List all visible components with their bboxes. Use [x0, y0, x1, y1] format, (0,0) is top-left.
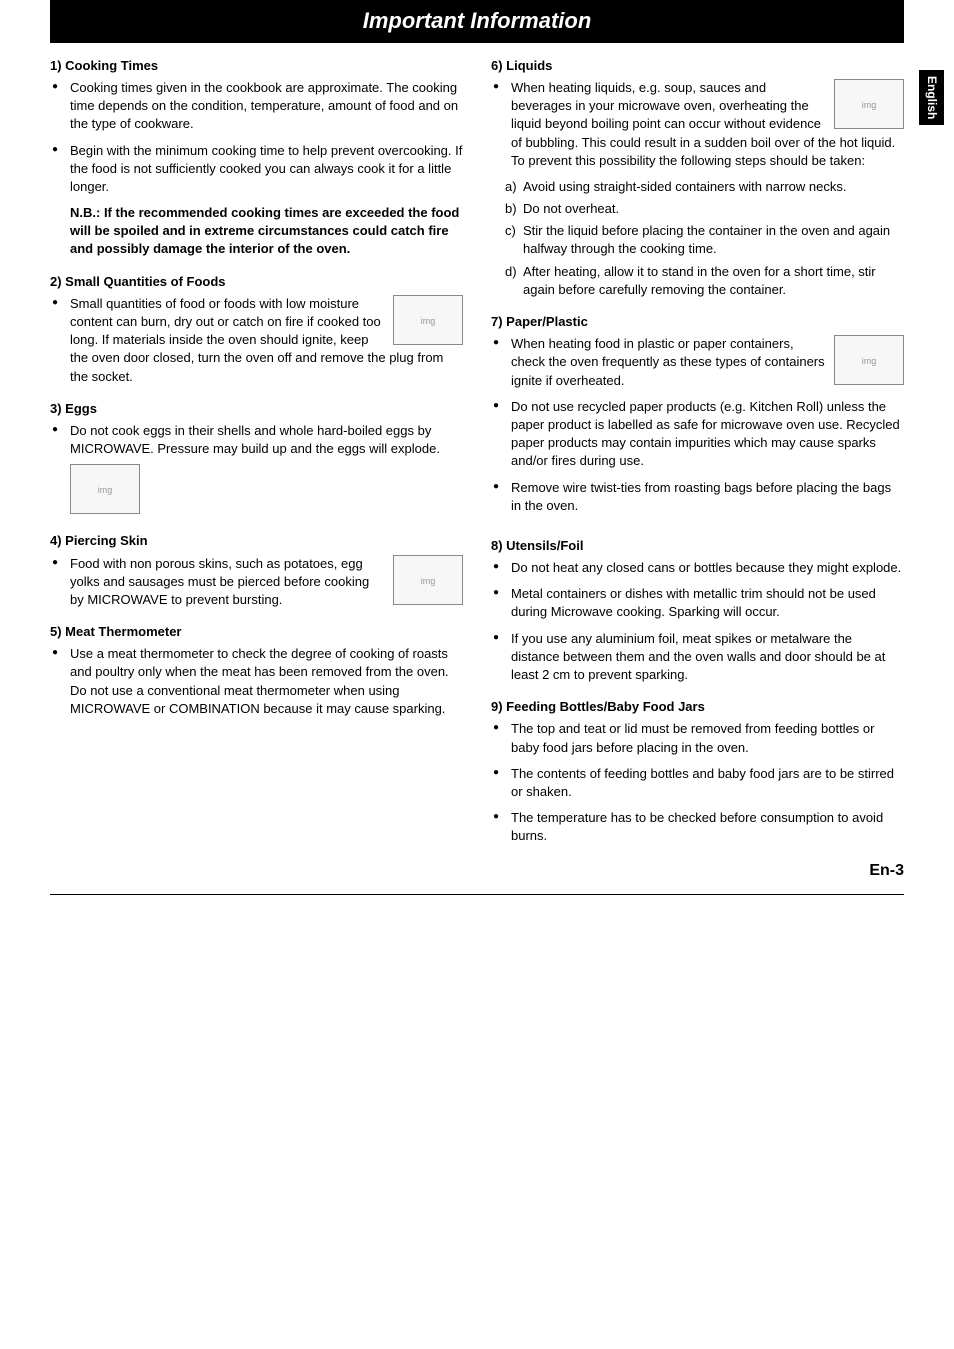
section-small-quantities: 2) Small Quantities of Foods img Small q… — [50, 273, 463, 386]
section-eggs: 3) Eggs Do not cook eggs in their shells… — [50, 400, 463, 519]
section-heading: 4) Piercing Skin — [50, 532, 463, 550]
section-heading: 2) Small Quantities of Foods — [50, 273, 463, 291]
body-text: Remove wire twist-ties from roasting bag… — [505, 479, 904, 515]
section-heading: 5) Meat Thermometer — [50, 623, 463, 641]
warning-note: N.B.: If the recommended cooking times a… — [50, 204, 463, 259]
liquids-icon: img — [834, 79, 904, 129]
page-title: Important Information — [50, 0, 904, 43]
body-text: img Small quantities of food or foods wi… — [64, 295, 463, 386]
section-liquids: 6) Liquids img When heating liquids, e.g… — [491, 57, 904, 299]
sub-steps: a)Avoid using straight-sided containers … — [491, 178, 904, 299]
body-text: Use a meat thermometer to check the degr… — [64, 645, 463, 718]
body-text: The temperature has to be checked before… — [505, 809, 904, 845]
section-paper-plastic: 7) Paper/Plastic img When heating food i… — [491, 313, 904, 523]
microwave-icon: img — [393, 295, 463, 345]
section-heading: 3) Eggs — [50, 400, 463, 418]
body-text: Food with non porous skins, such as pota… — [70, 556, 369, 607]
section-meat-thermometer: 5) Meat Thermometer Use a meat thermomet… — [50, 623, 463, 718]
body-text: If you use any aluminium foil, meat spik… — [505, 630, 904, 685]
section-heading: 8) Utensils/Foil — [491, 537, 904, 555]
body-text: The top and teat or lid must be removed … — [505, 720, 904, 756]
body-text: When heating food in plastic or paper co… — [511, 336, 825, 387]
paper-icon: img — [834, 335, 904, 385]
right-column: 6) Liquids img When heating liquids, e.g… — [491, 57, 904, 882]
body-text: img When heating liquids, e.g. soup, sau… — [505, 79, 904, 170]
eggs-icon: img — [70, 464, 140, 514]
body-text: Small quantities of food or foods with l… — [70, 296, 443, 384]
body-text: Begin with the minimum cooking time to h… — [64, 142, 463, 197]
section-heading: 7) Paper/Plastic — [491, 313, 904, 331]
list-item: d)After heating, allow it to stand in th… — [505, 263, 904, 299]
list-item: c)Stir the liquid before placing the con… — [505, 222, 904, 258]
section-piercing-skin: 4) Piercing Skin img Food with non porou… — [50, 532, 463, 609]
section-utensils-foil: 8) Utensils/Foil Do not heat any closed … — [491, 537, 904, 684]
body-text: Do not heat any closed cans or bottles b… — [505, 559, 904, 577]
language-tab: English — [919, 70, 944, 125]
body-text: Do not cook eggs in their shells and who… — [70, 423, 440, 456]
section-cooking-times: 1) Cooking Times Cooking times given in … — [50, 57, 463, 259]
piercing-icon: img — [393, 555, 463, 605]
page-number: En-3 — [491, 860, 904, 882]
section-feeding-bottles: 9) Feeding Bottles/Baby Food Jars The to… — [491, 698, 904, 845]
content-columns: 1) Cooking Times Cooking times given in … — [50, 57, 904, 882]
section-heading: 9) Feeding Bottles/Baby Food Jars — [491, 698, 904, 716]
left-column: 1) Cooking Times Cooking times given in … — [50, 57, 463, 882]
body-text: img Food with non porous skins, such as … — [64, 555, 463, 610]
body-text: Do not use recycled paper products (e.g.… — [505, 398, 904, 471]
body-text: img When heating food in plastic or pape… — [505, 335, 904, 390]
body-text: Do not cook eggs in their shells and who… — [64, 422, 463, 518]
divider — [50, 894, 904, 895]
list-item: a)Avoid using straight-sided containers … — [505, 178, 904, 196]
body-text: Cooking times given in the cookbook are … — [64, 79, 463, 134]
section-heading: 6) Liquids — [491, 57, 904, 75]
list-item: b)Do not overheat. — [505, 200, 904, 218]
body-text: Metal containers or dishes with metallic… — [505, 585, 904, 621]
section-heading: 1) Cooking Times — [50, 57, 463, 75]
body-text: The contents of feeding bottles and baby… — [505, 765, 904, 801]
